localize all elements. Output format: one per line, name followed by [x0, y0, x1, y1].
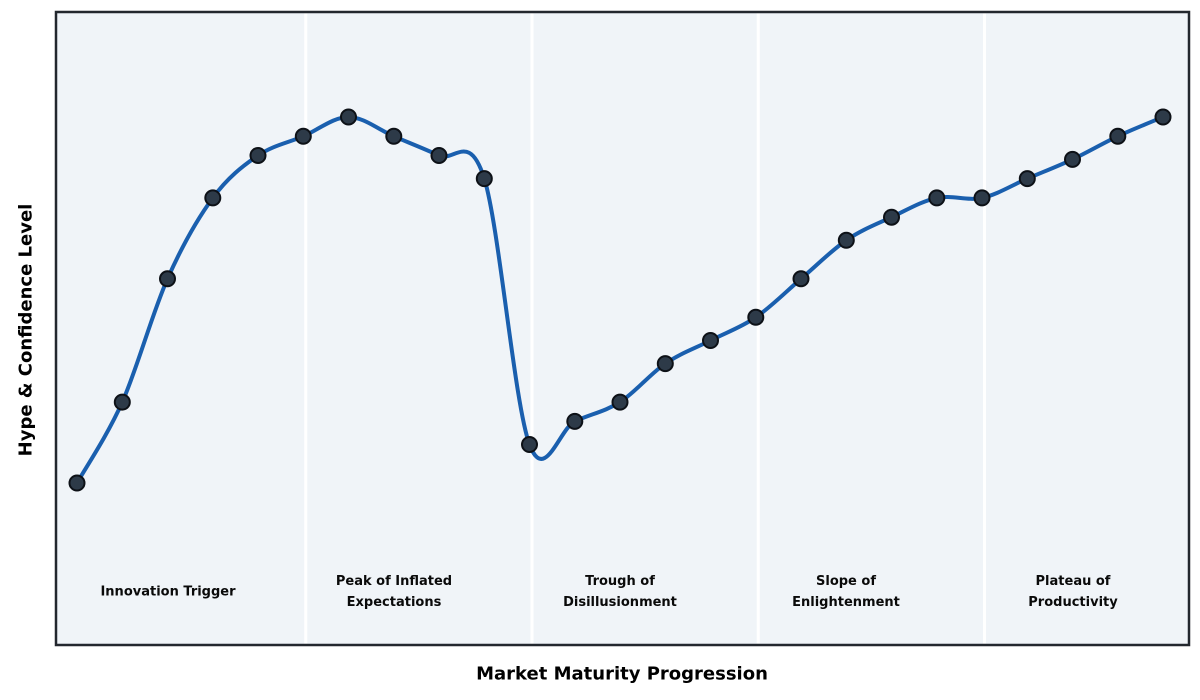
data-point-22 [1064, 150, 1081, 168]
data-point-15 [747, 308, 765, 326]
data-point-17 [837, 231, 855, 249]
data-point-8 [430, 147, 448, 164]
data-point-13 [656, 355, 674, 373]
data-point-3 [204, 189, 222, 207]
data-point-0 [68, 474, 86, 492]
data-point-21 [1018, 170, 1036, 188]
data-point-18 [883, 208, 900, 226]
data-point-20 [973, 189, 991, 207]
data-point-7 [385, 127, 403, 145]
data-point-2 [159, 270, 176, 288]
data-point-5 [294, 127, 312, 145]
data-point-1 [113, 393, 131, 411]
data-point-6 [340, 108, 357, 126]
data-point-23 [1109, 127, 1127, 145]
data-point-19 [928, 189, 946, 207]
data-point-11 [566, 412, 584, 430]
data-point-9 [475, 170, 493, 188]
data-point-4 [249, 147, 267, 164]
data-point-14 [702, 332, 719, 349]
data-point-12 [611, 393, 629, 411]
plot-frame [54, 10, 1191, 647]
data-point-16 [792, 270, 810, 288]
data-point-24 [1154, 108, 1172, 126]
data-point-10 [521, 436, 538, 453]
